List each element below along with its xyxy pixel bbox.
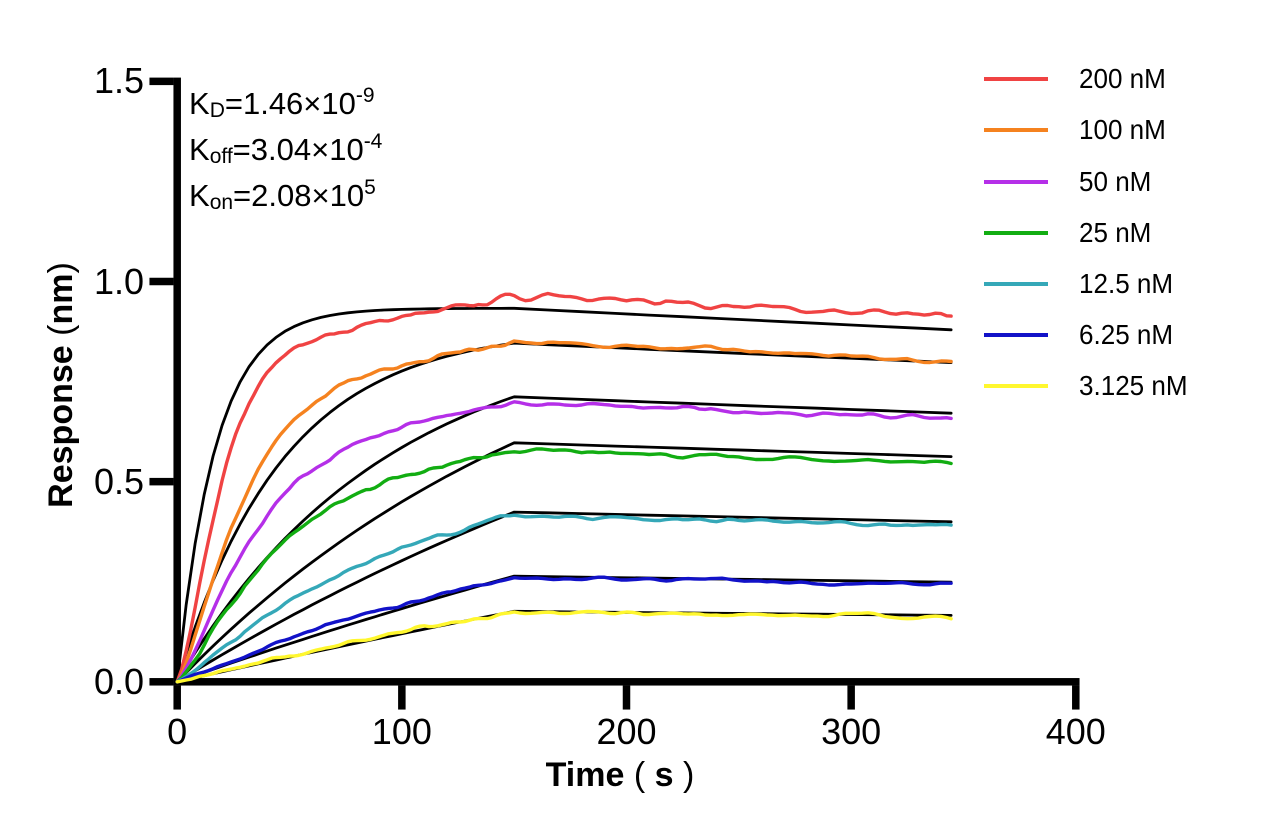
annotation-text: =3.04×10 xyxy=(232,132,364,167)
data-curve-100 xyxy=(175,339,953,684)
x-tick-label: 300 xyxy=(821,711,882,752)
y-tick-mark xyxy=(149,678,174,686)
data-curve-6.25 xyxy=(175,575,953,684)
annotation-text: =1.46×10 xyxy=(224,86,356,121)
annotation-text: K xyxy=(189,86,210,121)
x-tick-mark xyxy=(1072,685,1080,710)
data-curve-25 xyxy=(175,447,953,684)
legend-item: 3.125 nM xyxy=(984,366,1196,406)
y-axis-title-paren: ( xyxy=(42,324,80,346)
y-tick-mark xyxy=(149,477,174,486)
legend-item: 100 nM xyxy=(984,110,1172,150)
x-tick-mark xyxy=(847,685,855,710)
fit-curve-200 xyxy=(175,306,953,684)
legend-item: 12.5 nM xyxy=(984,264,1180,304)
x-tick-mark xyxy=(622,685,631,710)
fit-curve-50 xyxy=(175,395,953,684)
legend-label: 50 nM xyxy=(1079,165,1152,197)
x-tick-label: 200 xyxy=(596,711,657,752)
fit-curve-12.5 xyxy=(175,510,953,684)
annotation-subscript: D xyxy=(209,99,225,122)
x-tick-mark xyxy=(173,685,181,710)
annotation-text: K xyxy=(189,132,210,167)
legend-swatch xyxy=(984,179,1048,184)
y-tick-label: 0.5 xyxy=(93,460,144,502)
x-tick-label: 400 xyxy=(1045,711,1106,752)
fit-curve-3.125 xyxy=(175,609,953,684)
legend-label: 12.5 nM xyxy=(1079,267,1174,299)
fit-curve-25 xyxy=(175,441,953,684)
y-tick-label: 0.0 xyxy=(93,660,144,702)
kon-annotation: Kon=2.08×105 xyxy=(189,173,382,219)
data-curve-12.5 xyxy=(175,513,953,684)
fit-curve-6.25 xyxy=(175,574,953,684)
legend-label: 3.125 nM xyxy=(1079,369,1188,401)
x-axis-line xyxy=(173,678,1080,686)
legend-item: 200 nM xyxy=(984,59,1172,99)
x-axis-title-paren: ( xyxy=(624,756,655,794)
kinetics-annotations: KD=1.46×10-9 Koff=3.04×10-4 Kon=2.08×105 xyxy=(189,81,382,219)
legend-swatch xyxy=(984,128,1048,133)
annotation-superscript: -4 xyxy=(363,130,383,153)
annotation-text: K xyxy=(189,178,210,213)
annotation-text: =2.08×10 xyxy=(233,178,365,213)
x-tick-label: 0 xyxy=(167,711,188,752)
x-axis-title: Time ( s ) xyxy=(420,753,820,797)
koff-annotation: Koff=3.04×10-4 xyxy=(189,127,382,173)
x-axis-title-paren: ) xyxy=(673,756,695,794)
annotation-superscript: 5 xyxy=(364,176,376,199)
legend-swatch xyxy=(984,383,1048,388)
annotation-subscript: on xyxy=(209,191,234,214)
annotation-superscript: -9 xyxy=(355,84,375,107)
x-axis-title-text: s xyxy=(654,756,674,794)
legend-swatch xyxy=(984,77,1048,82)
legend-swatch xyxy=(984,230,1048,235)
x-axis-title-text: Time xyxy=(545,756,625,794)
data-curve-3.125 xyxy=(175,609,953,684)
y-tick-label: 1.5 xyxy=(93,60,144,102)
legend-item: 25 nM xyxy=(984,213,1157,253)
data-curve-200 xyxy=(175,291,953,684)
annotation-subscript: off xyxy=(209,145,233,168)
legend-item: 50 nM xyxy=(984,162,1157,202)
legend-label: 200 nM xyxy=(1079,63,1166,95)
y-axis-line xyxy=(173,77,181,686)
x-tick-mark xyxy=(398,685,406,710)
legend-swatch xyxy=(984,281,1048,286)
legend-label: 6.25 nM xyxy=(1079,318,1174,350)
legend-label: 100 nM xyxy=(1079,114,1166,146)
legend-swatch xyxy=(984,332,1048,337)
legend-item: 6.25 nM xyxy=(984,315,1180,355)
x-tick-label: 100 xyxy=(371,711,432,752)
data-curve-50 xyxy=(175,400,953,684)
y-tick-label: 1.0 xyxy=(93,260,144,302)
y-tick-mark xyxy=(149,277,174,286)
legend-label: 25 nM xyxy=(1079,216,1152,248)
y-tick-mark xyxy=(149,77,174,86)
kd-annotation: KD=1.46×10-9 xyxy=(189,81,382,127)
